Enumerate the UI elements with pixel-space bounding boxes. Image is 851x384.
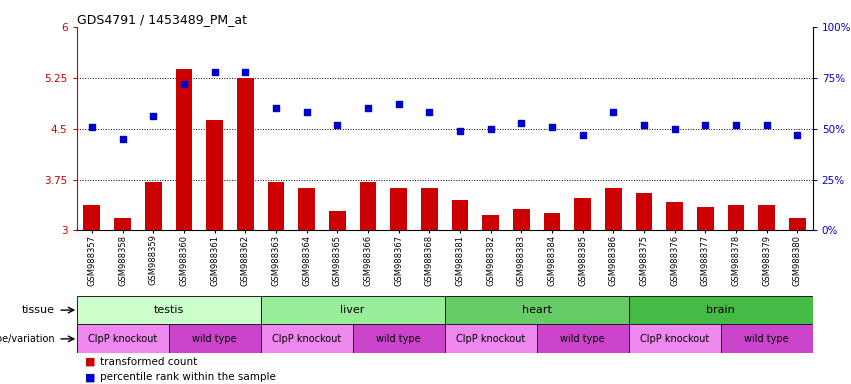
Text: ClpP knockout: ClpP knockout [88, 334, 157, 344]
Text: genotype/variation: genotype/variation [0, 334, 55, 344]
Point [85, 124, 99, 130]
Point [637, 121, 651, 127]
Bar [206, 121, 223, 230]
Point [116, 136, 129, 142]
Bar [359, 182, 376, 230]
Bar [260, 296, 444, 324]
Text: wild type: wild type [192, 334, 237, 344]
Text: liver: liver [340, 305, 365, 315]
Text: ■: ■ [85, 357, 95, 367]
Point [791, 132, 804, 138]
Bar [636, 193, 653, 230]
Point [484, 126, 498, 132]
Text: transformed count: transformed count [100, 357, 197, 367]
Point [699, 121, 712, 127]
Bar [574, 198, 591, 230]
Bar [666, 202, 683, 230]
Bar [444, 324, 537, 353]
Text: wild type: wild type [745, 334, 789, 344]
Text: GDS4791 / 1453489_PM_at: GDS4791 / 1453489_PM_at [77, 13, 247, 26]
Bar [83, 205, 100, 230]
Text: percentile rank within the sample: percentile rank within the sample [100, 372, 277, 382]
Point [269, 105, 283, 111]
Bar [391, 188, 407, 230]
Bar [237, 78, 254, 230]
Point [668, 126, 682, 132]
Bar [721, 324, 813, 353]
Point [576, 132, 590, 138]
Bar [298, 188, 315, 230]
Text: tissue: tissue [22, 305, 55, 315]
Bar [421, 188, 437, 230]
Bar [537, 324, 629, 353]
Point [454, 127, 467, 134]
Point [300, 109, 313, 116]
Point [177, 81, 191, 87]
Point [515, 119, 528, 126]
Bar [513, 209, 530, 230]
Point [208, 69, 221, 75]
Bar [444, 296, 629, 324]
Point [391, 101, 405, 107]
Bar [168, 324, 260, 353]
Bar [758, 205, 775, 230]
Text: ClpP knockout: ClpP knockout [272, 334, 341, 344]
Point [545, 124, 559, 130]
Bar [483, 215, 499, 230]
Bar [77, 324, 168, 353]
Text: brain: brain [706, 305, 735, 315]
Bar [452, 200, 468, 230]
Bar [145, 182, 162, 230]
Bar [728, 205, 745, 230]
Point [729, 121, 743, 127]
Text: ■: ■ [85, 372, 95, 382]
Text: ClpP knockout: ClpP knockout [640, 334, 709, 344]
Bar [544, 214, 561, 230]
Point [330, 121, 344, 127]
Bar [605, 188, 622, 230]
Point [760, 121, 774, 127]
Point [607, 109, 620, 116]
Bar [260, 324, 352, 353]
Bar [352, 324, 444, 353]
Point [146, 113, 160, 119]
Bar [789, 218, 806, 230]
Text: ClpP knockout: ClpP knockout [456, 334, 525, 344]
Text: testis: testis [153, 305, 184, 315]
Bar [328, 212, 346, 230]
Text: heart: heart [522, 305, 551, 315]
Bar [697, 207, 714, 230]
Bar [629, 296, 813, 324]
Point [422, 109, 436, 116]
Bar [267, 182, 284, 230]
Point [361, 105, 374, 111]
Bar [175, 69, 192, 230]
Bar [629, 324, 721, 353]
Text: wild type: wild type [376, 334, 421, 344]
Point [238, 69, 252, 75]
Text: wild type: wild type [560, 334, 605, 344]
Bar [114, 218, 131, 230]
Bar [77, 296, 260, 324]
